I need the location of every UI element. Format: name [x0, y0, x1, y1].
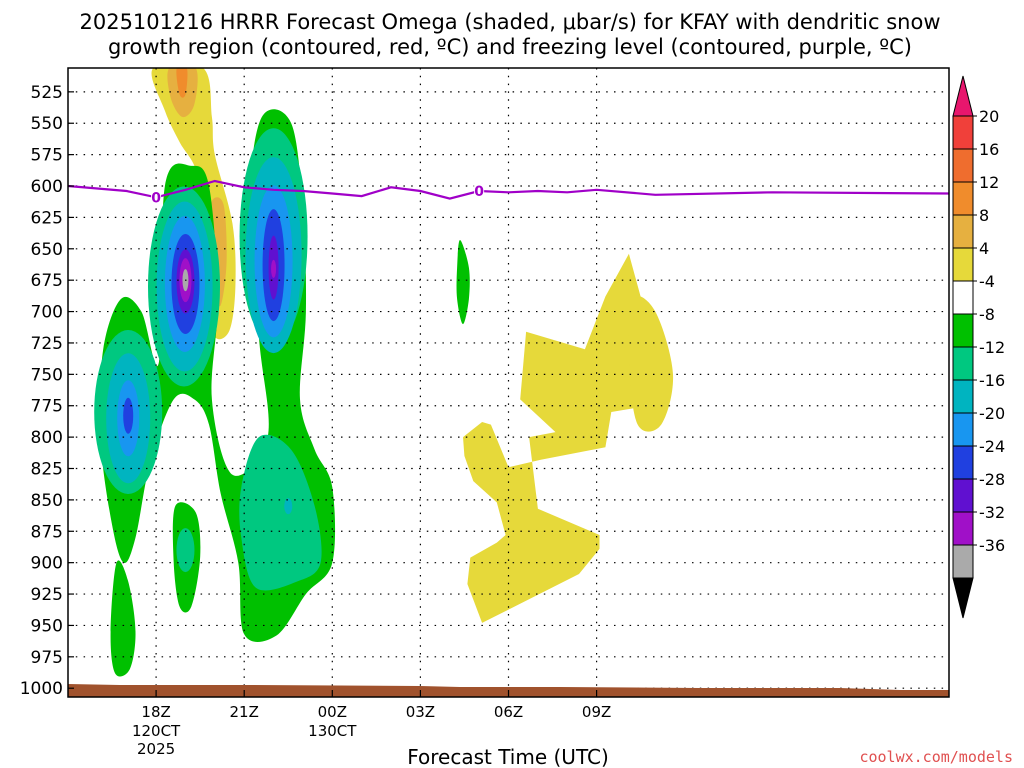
- colorbar-swatch: [952, 247, 974, 282]
- y-axis-pressure-ticks: 525 550 575 600 625 650 675 700 725 750 775 800 825 8…: [20, 83, 74, 699]
- freezing-level-label-bg: [151, 189, 162, 205]
- colorbar-label: -12: [979, 338, 1005, 357]
- freezing-level-line: [67, 179, 950, 200]
- x-tick-year: 2025: [137, 740, 175, 758]
- freezing-level-label-bg: [474, 183, 485, 199]
- colorbar-bottom-arrow: [952, 577, 974, 619]
- y-tick-label: 650: [31, 240, 63, 260]
- omega-pos12-top: [176, 68, 188, 98]
- x-tick-label: 06Z: [494, 703, 523, 721]
- x-tick-label: 09Z: [582, 703, 611, 721]
- chart-title-line2: growth region (contoured, red, ºC) and f…: [108, 35, 912, 59]
- colorbar-swatch: [952, 478, 974, 513]
- colorbar-label: -36: [979, 536, 1005, 555]
- y-tick-label: 775: [31, 397, 63, 417]
- colorbar-label: -16: [979, 371, 1005, 390]
- freezing-level-label: 0: [151, 190, 161, 206]
- colorbar-swatch: [952, 445, 974, 480]
- colorbar-label: -28: [979, 470, 1005, 489]
- colorbar: 20 16 12 8 4 -4 -8 -12 -16 -20 -24 -28 -32 -36: [952, 75, 1005, 619]
- omega-neg8-right: [456, 240, 470, 325]
- colorbar-label: 12: [979, 173, 999, 192]
- chart-title-line1: 2025101216 HRRR Forecast Omega (shaded, …: [79, 10, 940, 34]
- colorbar-swatch: [952, 379, 974, 414]
- y-tick-label: 1000: [20, 679, 63, 699]
- y-tick-label: 525: [31, 83, 63, 103]
- y-tick-label: 750: [31, 365, 63, 385]
- credit-text: coolwx.com/models: [859, 748, 1013, 766]
- omega-neg12-lower-mid: [176, 528, 195, 573]
- colorbar-swatch: [952, 544, 974, 579]
- freezing-level-label: 0: [474, 184, 484, 200]
- omega-neg12-lower: [239, 434, 322, 591]
- omega-pos4-far-right: [628, 295, 674, 432]
- colorbar-swatch: [952, 412, 974, 447]
- colorbar-label: 16: [979, 140, 999, 159]
- y-tick-label: 600: [31, 177, 63, 197]
- omega-neg24-17z: [123, 397, 134, 434]
- colorbar-swatch: [952, 280, 974, 315]
- colorbar-label: 20: [979, 107, 999, 126]
- colorbar-swatch: [952, 214, 974, 249]
- colorbar-swatch: [952, 181, 974, 216]
- y-tick-label: 875: [31, 522, 63, 542]
- omega-shading: [94, 68, 674, 677]
- y-tick-label: 800: [31, 428, 63, 448]
- colorbar-label: 8: [979, 206, 989, 225]
- x-tick-label: 18Z: [141, 703, 170, 721]
- colorbar-top-arrow: [952, 75, 974, 117]
- colorbar-label: -20: [979, 404, 1005, 423]
- colorbar-swatch: [952, 148, 974, 183]
- x-axis-label: Forecast Time (UTC): [407, 745, 609, 768]
- omega-neg8-lower-left: [110, 560, 136, 677]
- x-tick-label: 00Z: [318, 703, 347, 721]
- colorbar-swatch: [952, 313, 974, 348]
- y-tick-label: 675: [31, 271, 63, 291]
- colorbar-swatch: [952, 511, 974, 546]
- colorbar-label: -32: [979, 503, 1005, 522]
- y-tick-label: 925: [31, 585, 63, 605]
- y-tick-label: 975: [31, 648, 63, 668]
- x-tick-label: 21Z: [230, 703, 259, 721]
- y-tick-label: 950: [31, 616, 63, 636]
- colorbar-label: -8: [979, 305, 995, 324]
- x-tick-date: 120CT: [132, 722, 181, 740]
- y-tick-label: 825: [31, 460, 63, 480]
- y-tick-label: 625: [31, 208, 63, 228]
- colorbar-label: -24: [979, 437, 1005, 456]
- y-tick-label: 550: [31, 114, 63, 134]
- x-tick-date: 130CT: [308, 722, 357, 740]
- omega-neg32-22z: [271, 259, 277, 278]
- y-tick-label: 700: [31, 303, 63, 323]
- omega-pos4-right: [463, 253, 665, 623]
- colorbar-swatch: [952, 346, 974, 381]
- colorbar-label: 4: [979, 239, 989, 258]
- omega-neg16-lower: [284, 498, 293, 515]
- y-tick-label: 575: [31, 146, 63, 166]
- colorbar-swatch: [952, 115, 974, 150]
- colorbar-label: -4: [979, 272, 995, 291]
- y-tick-label: 850: [31, 491, 63, 511]
- x-tick-label: 03Z: [406, 703, 435, 721]
- y-tick-label: 725: [31, 334, 63, 354]
- y-tick-label: 900: [31, 554, 63, 574]
